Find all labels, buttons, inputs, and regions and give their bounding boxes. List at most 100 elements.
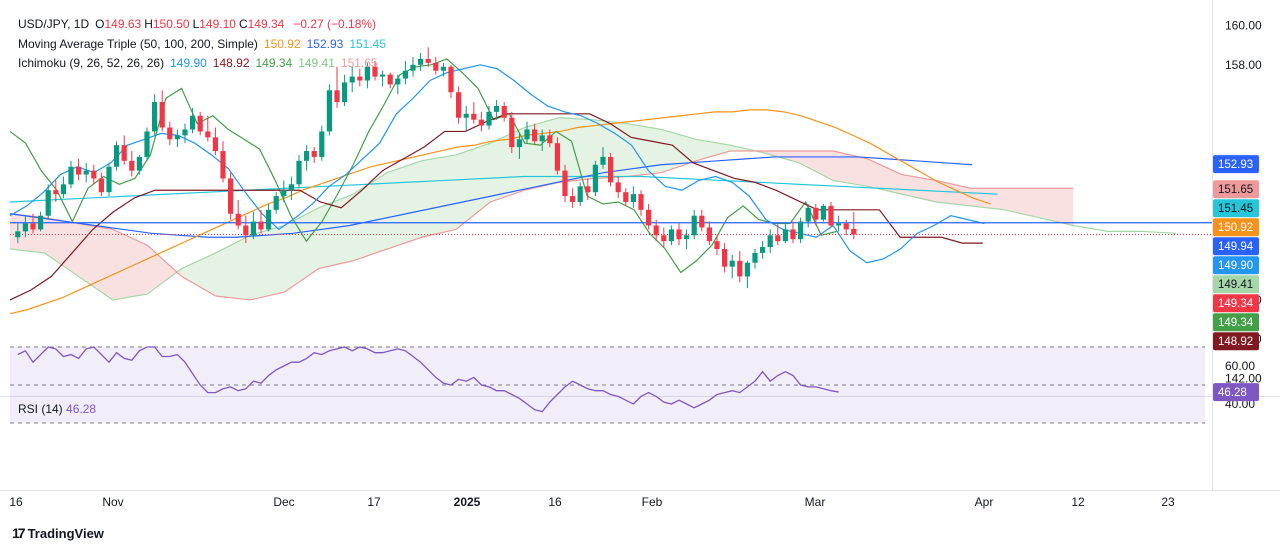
candle-body <box>729 260 735 267</box>
candle-body <box>410 64 416 71</box>
candle-body <box>676 229 682 240</box>
price-tag-text: 148.92 <box>1218 336 1253 348</box>
candle-body <box>60 184 66 195</box>
candle-body <box>212 137 218 152</box>
candle-body <box>38 215 44 230</box>
candle-body <box>326 90 332 132</box>
candle-body <box>45 190 51 216</box>
candle-body <box>532 129 538 142</box>
candle-body <box>646 209 652 226</box>
candle-body <box>684 235 690 240</box>
ohlc-values: O149.63 H150.50 L149.10 C149.34 <box>95 17 287 31</box>
ma-legend[interactable]: Moving Average Triple (50, 100, 200, Sim… <box>18 36 392 52</box>
cloud-segment <box>181 252 216 297</box>
candle-body <box>585 186 591 193</box>
candle-body <box>91 170 97 179</box>
cloud-segment <box>833 151 868 187</box>
ohlc-o: O149.63 <box>95 17 142 31</box>
candle-body <box>418 58 424 65</box>
rsi-legend[interactable]: RSI (14) 46.28 <box>18 402 96 416</box>
candle-body <box>577 186 583 202</box>
candle-body <box>668 229 674 242</box>
price-tag-text: 151.65 <box>1218 184 1253 196</box>
sma200-line <box>9 175 998 203</box>
candle-body <box>752 252 758 263</box>
candle-body <box>288 184 294 191</box>
cloud-segment <box>524 117 559 191</box>
candle-body <box>661 235 667 242</box>
candle-body <box>402 70 408 79</box>
candle-body <box>152 102 158 132</box>
candle-body <box>266 209 272 230</box>
candle-body <box>547 135 553 144</box>
candle-body <box>456 92 462 118</box>
brand-name: TradingView <box>27 525 104 541</box>
candle-body <box>243 225 249 236</box>
rsi-label: RSI (14) <box>18 402 63 416</box>
tradingview-logo[interactable]: 17 TradingView <box>12 525 104 541</box>
cloud-segment <box>1004 188 1039 218</box>
price-tag <box>1213 180 1259 199</box>
price-tag-text: 152.93 <box>1218 159 1253 171</box>
candles <box>15 47 857 289</box>
candle-body <box>494 105 500 112</box>
candle-body <box>623 192 629 202</box>
rsi-value-tag <box>1213 383 1259 402</box>
candle-body <box>501 105 507 118</box>
cloud-segment <box>250 225 285 300</box>
span-b-line <box>9 150 1074 301</box>
candle-body <box>129 160 135 171</box>
ma-label: Moving Average Triple (50, 100, 200, Sim… <box>18 37 258 51</box>
rsi-value-tag-text: 46.28 <box>1218 387 1247 399</box>
candle-body <box>281 190 287 197</box>
time-tick-label: 16 <box>9 495 23 509</box>
candle-body <box>250 221 256 236</box>
candle-body <box>843 223 849 230</box>
candle-body <box>380 74 386 77</box>
price-tag-text: 149.34 <box>1218 317 1254 329</box>
candle-body <box>76 166 82 175</box>
ma100-value: 152.93 <box>306 37 344 51</box>
cloud-segment <box>112 229 148 300</box>
tradingview-logo-icon: 17 <box>12 525 26 541</box>
candle-body <box>136 156 142 171</box>
ichimoku-legend[interactable]: Ichimoku (9, 26, 52, 26, 26) 149.90 148.92… <box>18 55 384 71</box>
price-tick-label: 158.00 <box>1225 58 1262 72</box>
time-tick-label: 12 <box>1071 495 1085 509</box>
candle-body <box>760 247 766 253</box>
candle-body <box>448 66 454 93</box>
time-tick-label: Nov <box>102 495 123 509</box>
time-tick-label: Apr <box>975 495 994 509</box>
price-tag-text: 149.94 <box>1218 241 1254 253</box>
candle-body <box>539 135 545 142</box>
candle-body <box>83 170 89 175</box>
candle-body <box>570 196 576 202</box>
candle-body <box>592 164 598 193</box>
cloud-segment <box>387 160 422 250</box>
candle-body <box>691 215 697 236</box>
candle-body <box>608 156 614 183</box>
price-tag <box>1213 313 1259 332</box>
candle-body <box>228 178 234 214</box>
candle-body <box>782 229 788 242</box>
cloud-segment <box>627 123 662 177</box>
price-tag-text: 151.45 <box>1218 203 1253 215</box>
kijun-value: 148.92 <box>212 56 250 70</box>
time-tick-label: 16 <box>548 495 562 509</box>
cloud-segment <box>1039 188 1074 226</box>
candle-body <box>828 205 834 226</box>
time-tick-label: 23 <box>1161 495 1175 509</box>
candle-body <box>836 223 842 226</box>
candle-body <box>790 229 796 240</box>
candle-body <box>798 221 804 240</box>
candle-body <box>364 66 370 81</box>
candle-body <box>182 129 188 136</box>
candle-body <box>638 194 644 210</box>
candle-body <box>53 190 59 195</box>
time-tick-label: Feb <box>642 495 663 509</box>
candle-body <box>167 127 173 140</box>
cloud-segment <box>215 235 251 300</box>
ohlc-l: L149.10 <box>192 17 236 31</box>
candle-body <box>714 241 720 250</box>
